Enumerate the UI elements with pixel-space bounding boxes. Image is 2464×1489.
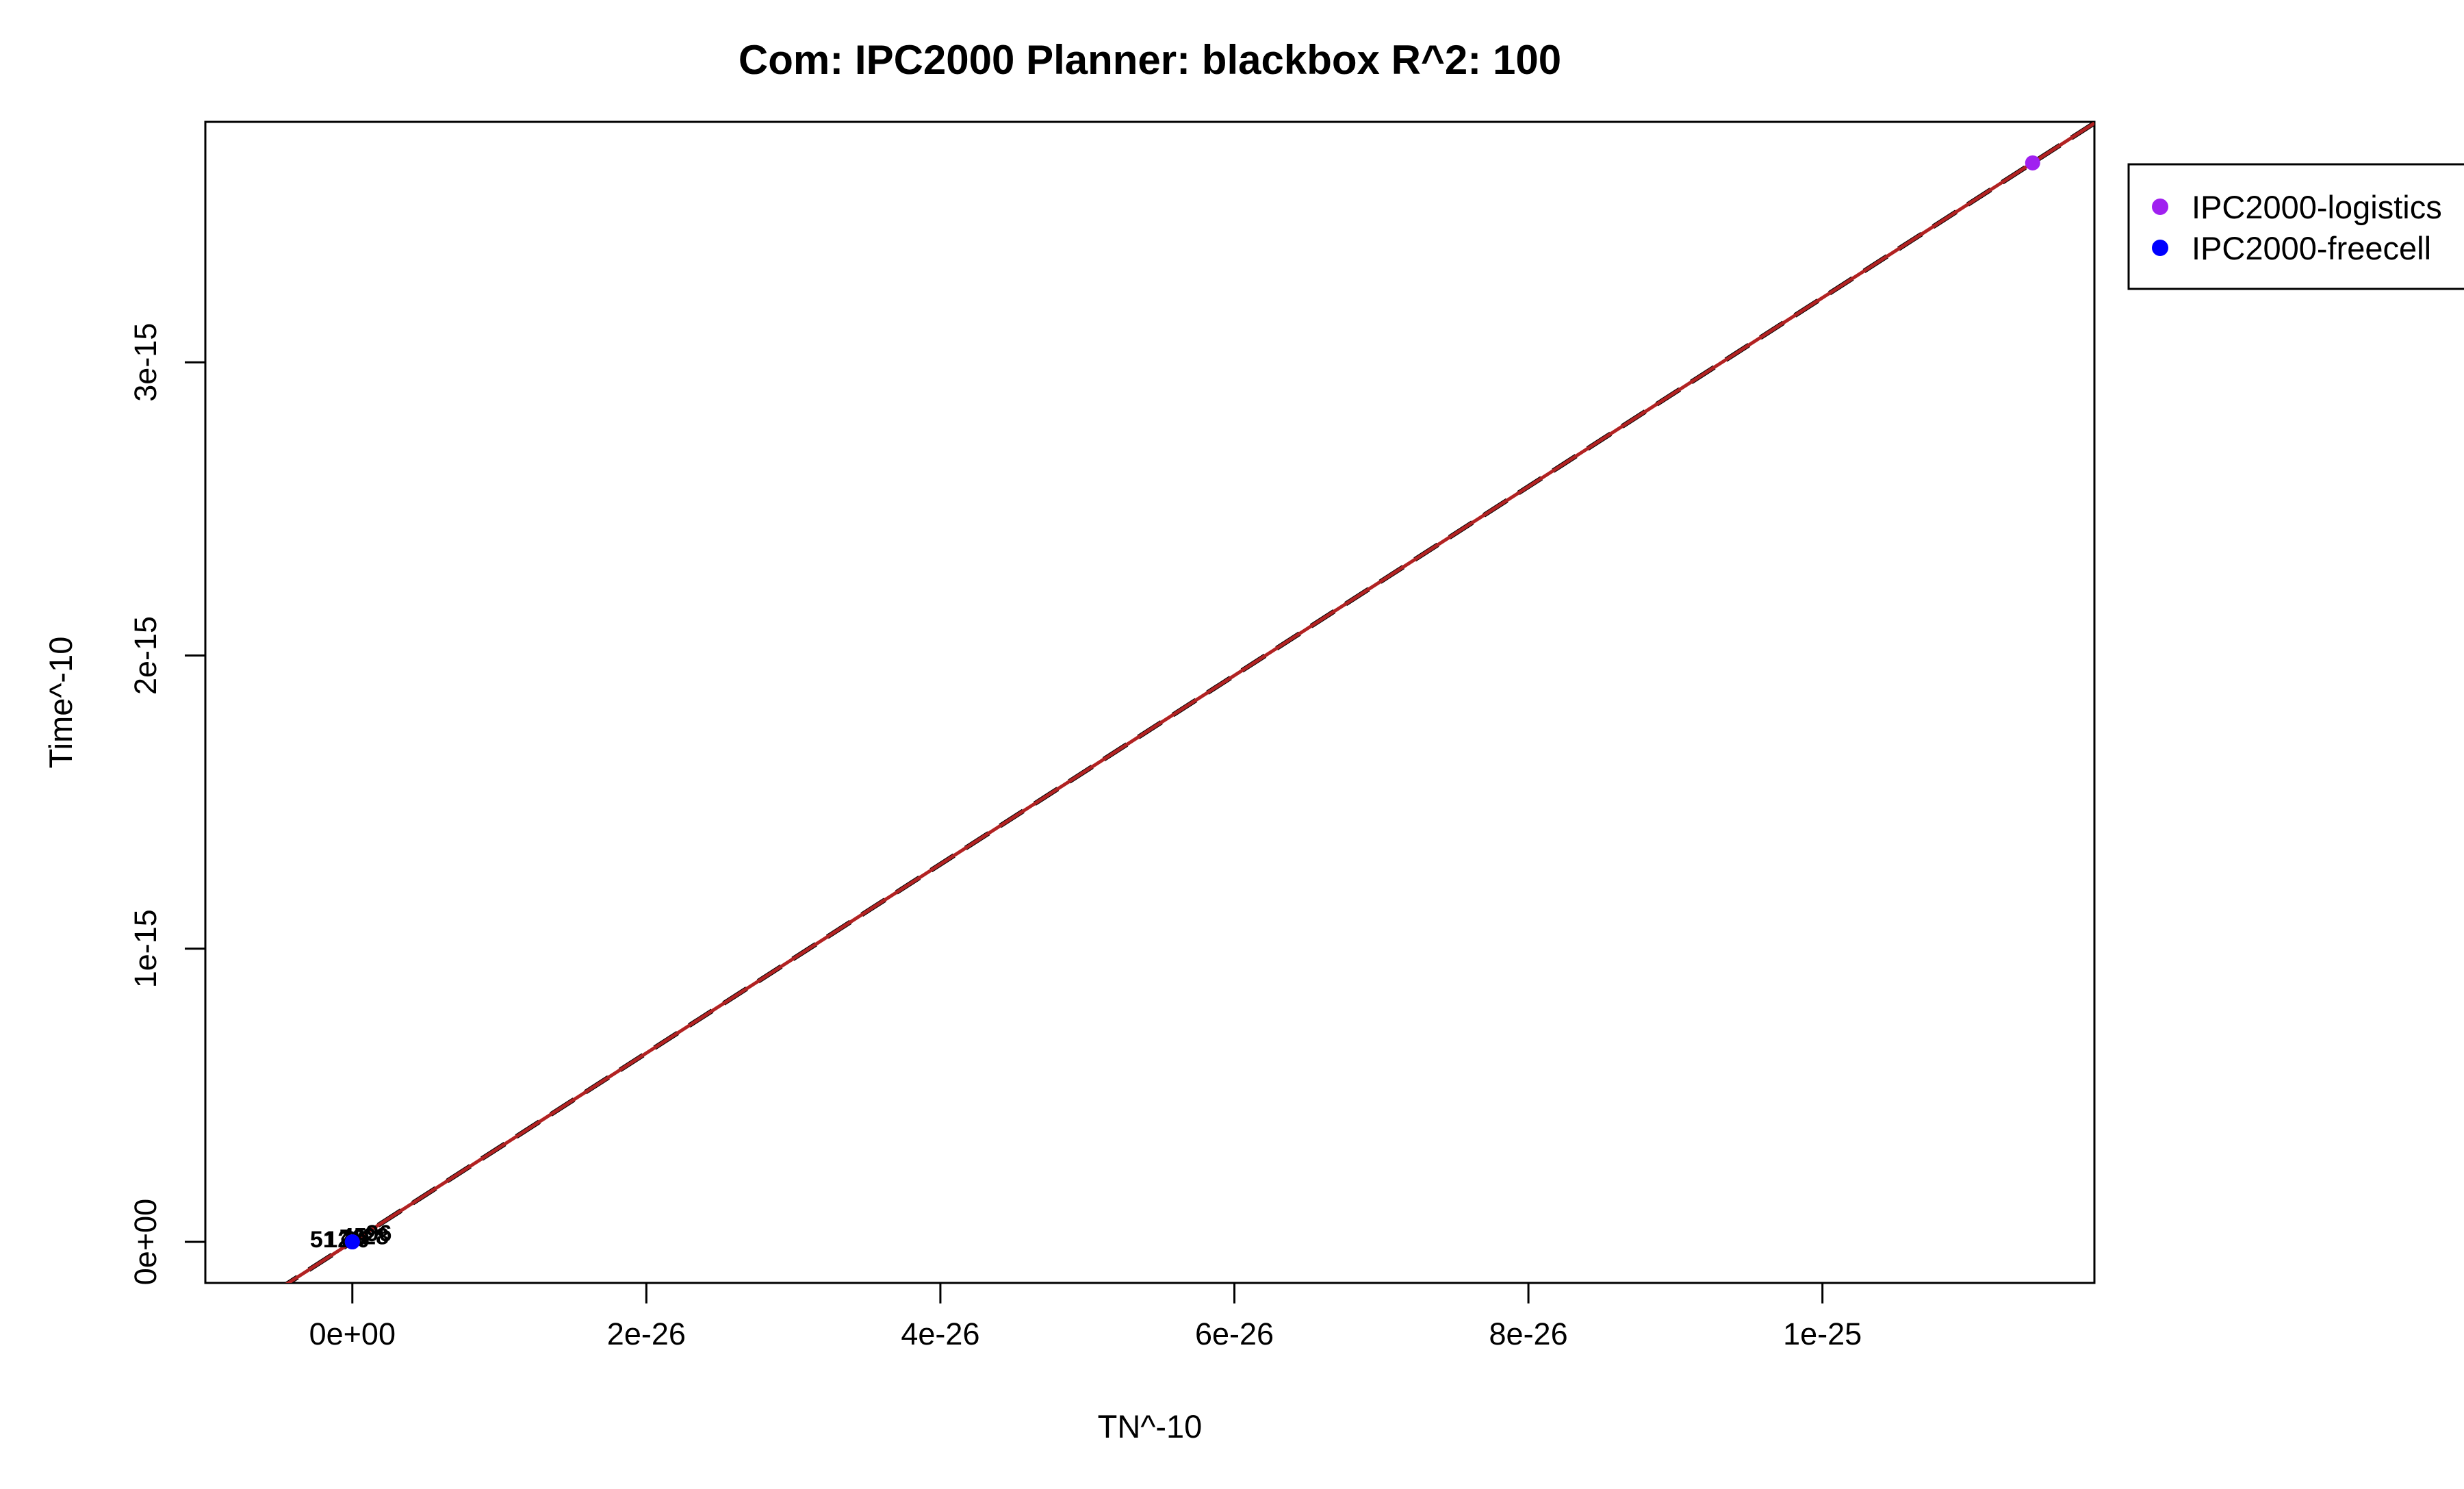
plot-area — [204, 120, 2096, 1284]
y-tick-label: 1e-15 — [128, 909, 163, 988]
y-tick-label: 3e-15 — [128, 323, 163, 402]
legend-label: IPC2000-logistics — [2192, 189, 2442, 225]
point-label: 51 — [310, 1227, 336, 1253]
chart-title: Com: IPC2000 Planner: blackbox R^2: 100 — [739, 37, 1561, 83]
x-axis-label: TN^-10 — [1098, 1408, 1203, 1445]
data-point — [2025, 155, 2040, 170]
legend-box — [2127, 163, 2464, 290]
y-axis-label: Time^-10 — [42, 637, 79, 769]
x-tick-label: 6e-26 — [1195, 1316, 1274, 1351]
legend-label: IPC2000-freecell — [2192, 230, 2431, 266]
legend: IPC2000-logistics IPC2000-freecell — [2127, 163, 2464, 290]
x-tick-label: 0e+00 — [309, 1316, 396, 1351]
x-tick-label: 8e-26 — [1489, 1316, 1568, 1351]
plot-content: 51127345289630 — [283, 122, 2094, 1283]
x-tick-label: 2e-26 — [607, 1316, 686, 1351]
legend-marker — [2152, 199, 2168, 215]
y-tick-label: 0e+00 — [128, 1199, 163, 1285]
data-point — [344, 1234, 360, 1250]
y-tick-label: 2e-15 — [128, 616, 163, 695]
x-tick-label: 1e-25 — [1783, 1316, 1862, 1351]
point-label: 96 — [366, 1221, 392, 1247]
identity-line — [285, 122, 2094, 1283]
point-label: 28 — [363, 1223, 389, 1249]
axes: 0e+00 2e-26 4e-26 6e-26 8e-26 1e-25 0e+00 1e-15… — [128, 323, 1862, 1351]
legend-marker — [2152, 240, 2168, 256]
x-tick-label: 4e-26 — [901, 1316, 979, 1351]
